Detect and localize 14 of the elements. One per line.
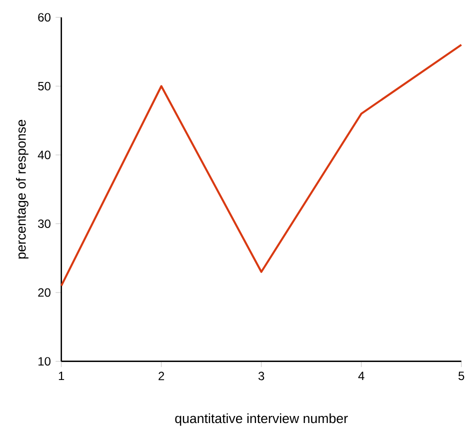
y-tick-label: 40	[38, 150, 50, 160]
x-tick-label: 4	[358, 372, 364, 380]
y-axis-title: percentage of response	[16, 120, 28, 259]
y-tick-label: 30	[38, 219, 50, 228]
x-tick-label: 1	[58, 372, 64, 380]
y-tick-label: 10	[38, 357, 50, 366]
line-series	[60, 44, 462, 287]
y-tick-label: 60	[38, 13, 50, 22]
x-axis-title: quantitative interview number	[175, 413, 348, 426]
x-tick-label: 5	[458, 372, 464, 380]
x-tick-label: 3	[258, 372, 264, 380]
x-tick-label: 2	[158, 372, 164, 380]
y-tick-label: 20	[38, 288, 50, 297]
y-tick-label: 50	[38, 82, 50, 90]
